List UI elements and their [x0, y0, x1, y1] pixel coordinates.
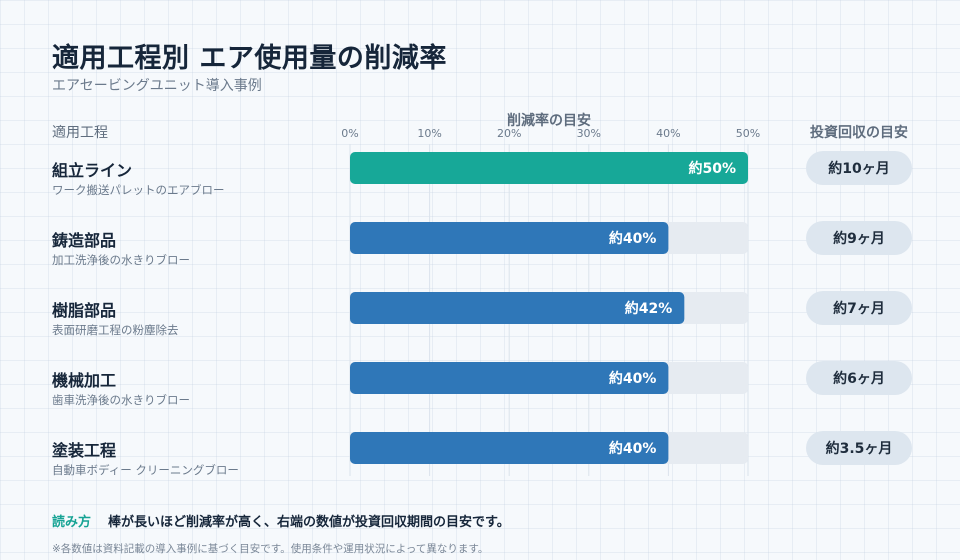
payback-badge: 約6ヶ月	[806, 361, 912, 395]
bar-value-label: 約40%	[609, 230, 657, 247]
reduction-column-header: 削減率の目安	[507, 113, 591, 129]
how-to-read-text: 棒が長いほど削減率が高く、右端の数値が投資回収期間の目安です。	[108, 515, 510, 530]
x-tick-label: 10%	[417, 127, 441, 140]
x-tick-label: 50%	[736, 127, 760, 140]
x-tick-label: 40%	[656, 127, 680, 140]
how-to-read-label: 読み方	[52, 515, 92, 530]
process-column-header: 適用工程	[52, 125, 108, 141]
chart-subtitle: エアセービングユニット導入事例	[52, 78, 262, 94]
bar-value-label: 約42%	[625, 300, 673, 317]
bar-value-label: 約40%	[609, 440, 657, 457]
x-tick-label: 20%	[497, 127, 521, 140]
bar-value-label: 約50%	[688, 160, 736, 177]
footnote: ※各数値は資料記載の導入事例に基づく目安です。使用条件や運用状況によって異なりま…	[52, 543, 489, 555]
bar	[350, 432, 669, 464]
process-description: 自動車ボディー クリーニングブロー	[52, 463, 239, 477]
process-description: 歯車洗浄後の水きりブロー	[52, 393, 190, 407]
bar	[350, 222, 669, 254]
bar	[350, 152, 748, 184]
process-name: 機械加工	[52, 371, 117, 390]
chart-title: 適用工程別 エア使用量の削減率	[52, 43, 447, 74]
payback-badge: 約9ヶ月	[806, 221, 912, 255]
payback-badge: 約10ヶ月	[806, 151, 912, 185]
process-description: 表面研磨工程の粉塵除去	[52, 323, 179, 337]
x-tick-label: 30%	[577, 127, 601, 140]
bar	[350, 362, 669, 394]
process-name: 組立ライン	[52, 161, 133, 180]
process-name: 樹脂部品	[52, 301, 117, 320]
process-name: 鋳造部品	[52, 231, 117, 250]
payback-badge: 約3.5ヶ月	[806, 431, 912, 465]
bar-value-label: 約40%	[609, 370, 657, 387]
payback-column-header: 投資回収の目安	[810, 125, 908, 141]
x-tick-label: 0%	[341, 127, 358, 140]
process-name: 塗装工程	[52, 441, 117, 460]
process-description: 加工洗浄後の水きりブロー	[52, 253, 190, 267]
payback-badge: 約7ヶ月	[806, 291, 912, 325]
bar	[350, 292, 685, 324]
process-description: ワーク搬送パレットのエアブロー	[52, 183, 225, 197]
